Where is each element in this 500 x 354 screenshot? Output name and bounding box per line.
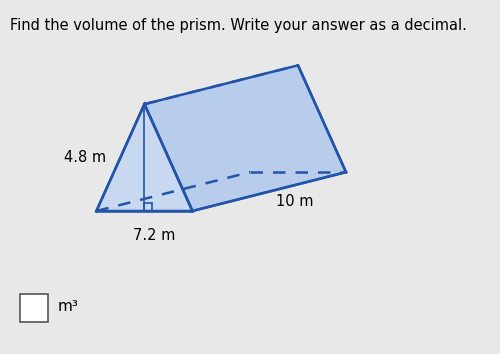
- Polygon shape: [144, 65, 346, 211]
- Text: 7.2 m: 7.2 m: [133, 228, 175, 243]
- Text: 4.8 m: 4.8 m: [64, 150, 106, 165]
- Text: m³: m³: [58, 299, 78, 314]
- Polygon shape: [96, 104, 192, 211]
- Text: 10 m: 10 m: [276, 194, 314, 209]
- Text: Find the volume of the prism. Write your answer as a decimal.: Find the volume of the prism. Write your…: [10, 18, 467, 33]
